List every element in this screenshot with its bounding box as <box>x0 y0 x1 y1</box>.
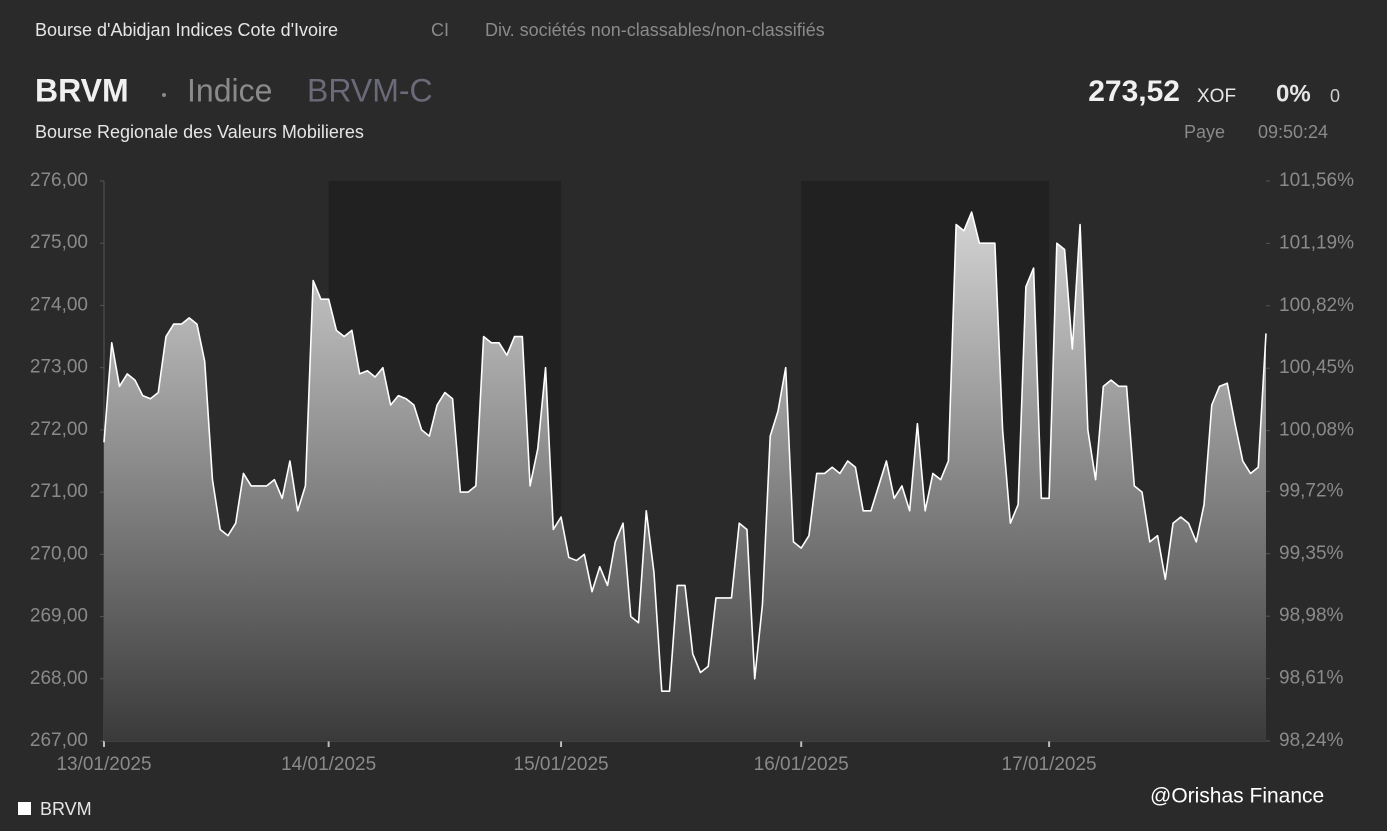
y-tick-label: 276,00 <box>30 170 88 191</box>
y2-tick-label: 98,24% <box>1279 730 1344 751</box>
watermark: @Orishas Finance <box>1150 785 1324 808</box>
y2-tick-label: 100,45% <box>1279 357 1354 378</box>
change-pct: 0% <box>1276 80 1311 107</box>
y-tick-label: 275,00 <box>30 232 88 253</box>
y-tick-label: 272,00 <box>30 419 88 440</box>
separator <box>162 93 166 97</box>
legend-label: BRVM <box>40 799 92 819</box>
sector: Div. sociétés non-classables/non-classif… <box>485 20 825 40</box>
y2-tick-label: 101,56% <box>1279 170 1354 191</box>
plot: 267,00 268,00 269,00 270,00 271,00 272,00 273,… <box>18 170 1354 819</box>
symbol: BRVM <box>35 72 129 108</box>
area <box>104 212 1266 742</box>
instrument-type: Indice <box>187 72 272 108</box>
legend-swatch <box>18 802 31 815</box>
y-tick-label: 267,00 <box>30 730 88 751</box>
country: CI <box>431 20 449 40</box>
y2-tick-label: 98,61% <box>1279 668 1344 689</box>
y-tick-label: 271,00 <box>30 481 88 502</box>
y-tick-label: 273,00 <box>30 357 88 378</box>
code: BRVM-C <box>307 72 433 108</box>
x-tick-label: 16/01/2025 <box>754 754 849 775</box>
y2-tick-label: 99,72% <box>1279 480 1344 501</box>
y-tick-label: 274,00 <box>30 294 88 315</box>
status: Paye <box>1184 122 1225 142</box>
x-tick-label: 14/01/2025 <box>281 754 376 775</box>
y2-tick-label: 99,35% <box>1279 543 1344 564</box>
x-tick-label: 17/01/2025 <box>1002 754 1097 775</box>
full-name: Bourse Regionale des Valeurs Mobilieres <box>35 122 364 142</box>
x-tick-label: 15/01/2025 <box>514 754 609 775</box>
y2-tick-label: 100,08% <box>1279 420 1354 441</box>
x-tick-label: 13/01/2025 <box>56 754 151 775</box>
y2-tick-label: 101,19% <box>1279 232 1354 253</box>
currency: XOF <box>1197 86 1236 107</box>
time: 09:50:24 <box>1258 122 1328 142</box>
change: 0 <box>1330 86 1340 106</box>
price: 273,52 <box>1088 75 1180 108</box>
exchange: Bourse d'Abidjan Indices Cote d'Ivoire <box>35 20 338 40</box>
line <box>103 211 1267 693</box>
y2-tick-label: 98,98% <box>1279 605 1344 626</box>
y2-tick-label: 100,82% <box>1279 295 1354 316</box>
y-tick-label: 270,00 <box>30 543 88 564</box>
y-tick-label: 269,00 <box>30 606 88 627</box>
y-tick-label: 268,00 <box>30 668 88 689</box>
